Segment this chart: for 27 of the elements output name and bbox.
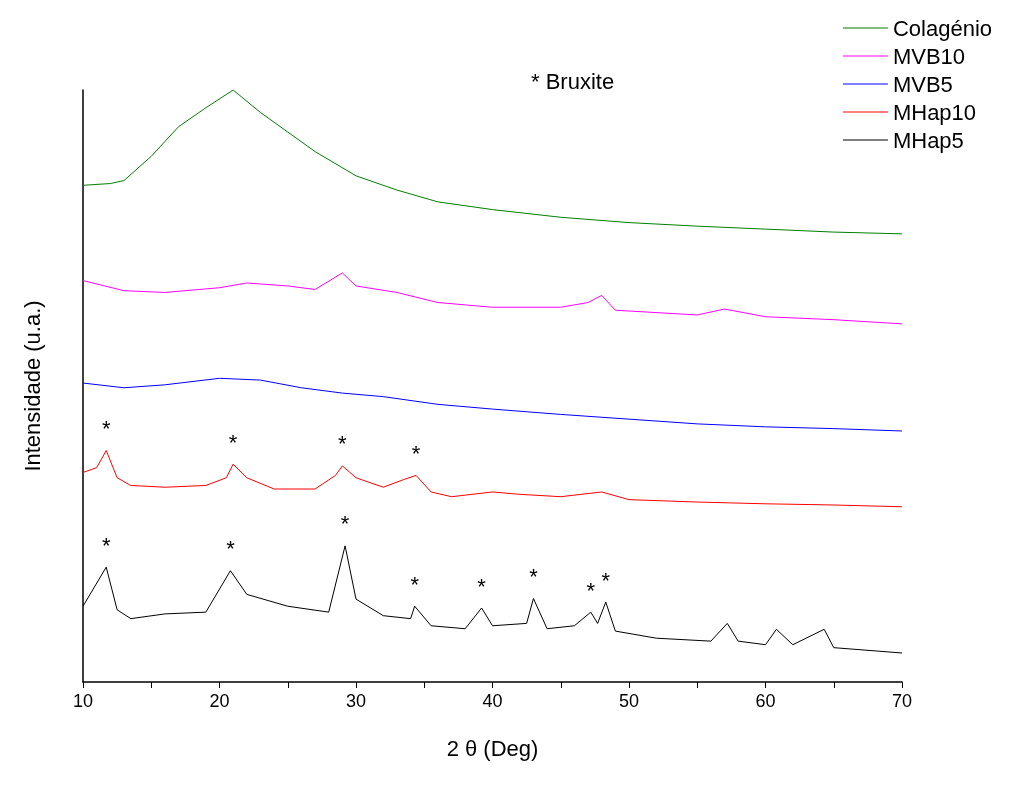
x-tick-label: 20 xyxy=(209,691,230,711)
legend-label: MVB10 xyxy=(892,43,966,69)
x-tick-label: 10 xyxy=(72,691,94,711)
annotation: * Bruxite xyxy=(531,68,615,94)
annotation: * xyxy=(228,429,238,455)
annotation: * xyxy=(101,532,111,558)
annotation: * xyxy=(410,571,420,597)
annotation: * xyxy=(411,440,421,466)
x-tick-label: 40 xyxy=(482,691,503,711)
y-axis-title: Intensidade (u.a.) xyxy=(19,300,45,472)
legend-label: Colagénio xyxy=(892,15,992,41)
legend-label: MVB5 xyxy=(892,71,953,97)
annotation: * xyxy=(586,577,596,603)
annotation: * xyxy=(101,416,111,442)
legend-label: MHap5 xyxy=(892,127,964,153)
annotation: * xyxy=(477,573,487,599)
x-tick-label: 70 xyxy=(891,691,913,711)
annotation: * xyxy=(601,567,611,593)
x-axis-title: 2 θ (Deg) xyxy=(446,735,539,761)
legend-label: MHap10 xyxy=(892,99,977,125)
x-tick-label: 30 xyxy=(345,691,367,711)
annotation: * xyxy=(529,564,539,590)
x-tick-label: 50 xyxy=(618,691,640,711)
annotation: * xyxy=(338,431,348,457)
x-tick-label: 60 xyxy=(755,691,776,711)
annotation: * xyxy=(340,511,350,537)
annotation: * xyxy=(226,536,236,562)
